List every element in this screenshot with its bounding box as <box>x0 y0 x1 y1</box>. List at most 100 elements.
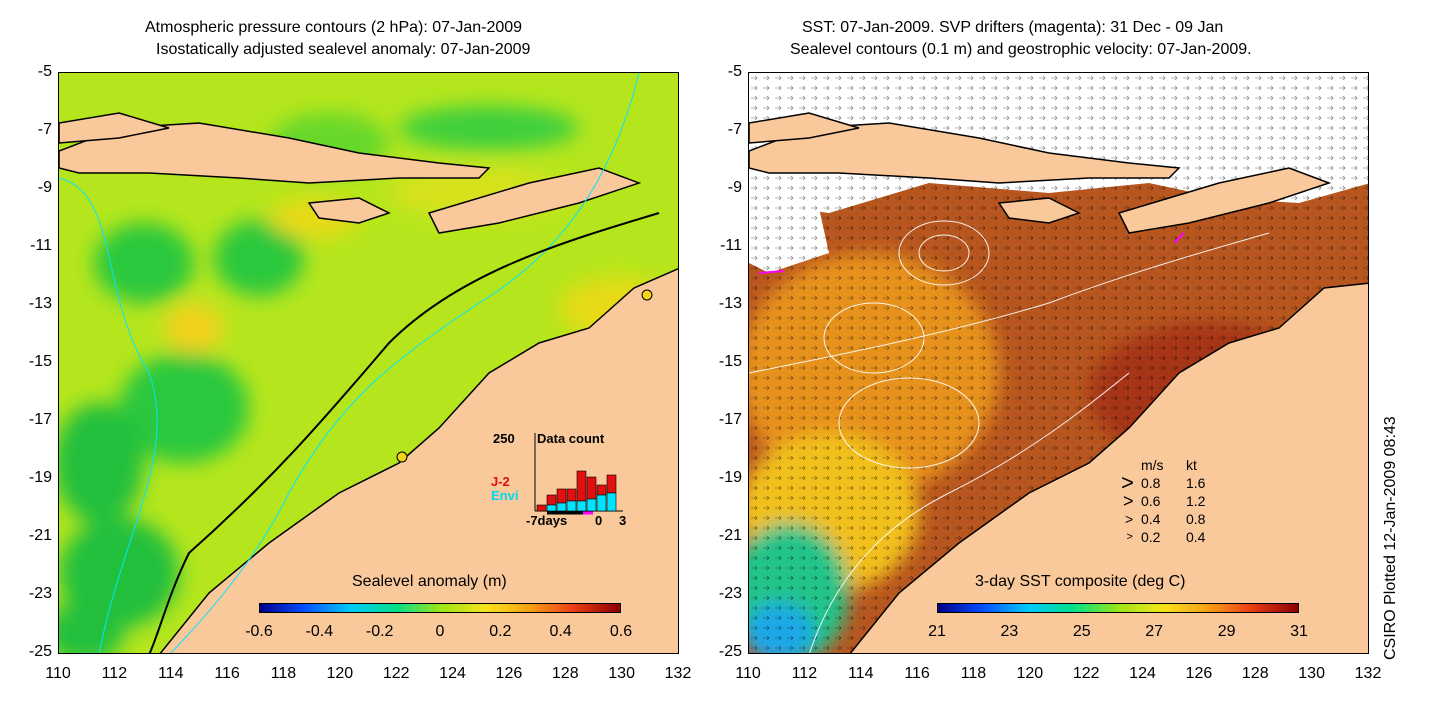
right-x-tick: 114 <box>847 665 874 682</box>
velocity-legend-arrow: > <box>1121 470 1134 495</box>
left-x-tick: 118 <box>270 665 297 682</box>
left-y-tick: -17 <box>28 411 52 428</box>
left-x-tick: 128 <box>551 665 579 682</box>
histogram-bar-j2 <box>586 476 597 500</box>
right-y-tick: -15 <box>718 353 742 370</box>
right-y-tick: -21 <box>718 527 742 544</box>
shelf-isobath <box>148 212 660 653</box>
histogram-bar-envi <box>556 502 567 512</box>
colorbar-tick-label: 25 <box>1072 623 1091 640</box>
velocity-legend-arrow: > <box>1126 531 1133 543</box>
velocity-legend-arrow: > <box>1125 511 1134 527</box>
right-y-tick: -11 <box>720 237 742 254</box>
velocity-legend-kt: 0.4 <box>1186 529 1206 545</box>
colorbar-tick-label: 0.4 <box>549 623 572 640</box>
right-y-tick: -23 <box>718 585 742 602</box>
right-y-tick: -9 <box>727 179 742 196</box>
right-x-tick: 120 <box>1016 665 1044 682</box>
station-marker <box>396 451 408 463</box>
sumba-island <box>997 197 1081 224</box>
histogram-count-label: 250 <box>493 431 515 446</box>
left-map-title-line1: Atmospheric pressure contours (2 hPa): 0… <box>145 19 523 36</box>
timor-island <box>427 167 642 234</box>
right-colorbar-title: 3-day SST composite (deg C) <box>975 573 1186 590</box>
sealevel-contour <box>823 302 925 374</box>
left-map-graphic <box>59 73 678 653</box>
right-map-title-line1: SST: 07-Jan-2009. SVP drifters (magenta)… <box>802 19 1224 36</box>
left-x-tick: 122 <box>382 665 410 682</box>
left-y-tick: -13 <box>28 295 52 312</box>
pressure-contour <box>59 177 158 653</box>
right-x-tick: 128 <box>1241 665 1269 682</box>
left-y-tick: -7 <box>37 121 52 138</box>
drifter-track <box>1173 232 1185 244</box>
right-x-tick: 122 <box>1072 665 1100 682</box>
colorbar-tick-label: -0.2 <box>365 623 394 640</box>
right-map-graphic <box>749 73 1368 653</box>
histogram-bar-j2 <box>546 494 557 506</box>
left-y-tick: -5 <box>37 63 52 80</box>
velocity-legend-ms: 0.4 <box>1141 511 1161 527</box>
colorbar-tick-label: 0.2 <box>489 623 512 640</box>
histogram-bar-envi <box>606 492 617 512</box>
left-y-tick: -9 <box>37 179 52 196</box>
histogram-bar-j2 <box>576 470 587 502</box>
right-x-tick: 124 <box>1129 665 1156 682</box>
histogram-bar-j2 <box>536 504 547 512</box>
timor-island <box>1117 167 1332 234</box>
sealevel-contour <box>838 377 980 469</box>
data-count-histogram <box>534 433 623 515</box>
sealevel-colorbar <box>259 603 621 613</box>
right-x-tick: 112 <box>791 665 818 682</box>
histogram-x-start: -7days <box>526 513 568 528</box>
sst-colorbar <box>937 603 1299 613</box>
velocity-legend-kt: 1.2 <box>1186 493 1206 509</box>
left-x-tick: 110 <box>45 665 71 682</box>
right-y-tick: -19 <box>718 469 742 486</box>
pressure-contour <box>170 73 640 653</box>
colorbar-tick-label: 27 <box>1145 623 1164 640</box>
left-map-title-line2: Isostatically adjusted sealevel anomaly:… <box>156 41 531 58</box>
histogram-x-end: 3 <box>619 513 627 528</box>
plot-credit: CSIRO Plotted 12-Jan-2009 08:43 <box>1382 416 1399 660</box>
histogram-bar-j2 <box>566 488 577 502</box>
left-x-tick: 114 <box>157 665 184 682</box>
histogram-bar-j2 <box>596 484 607 496</box>
histogram-bar-j2 <box>556 488 567 504</box>
right-x-tick: 126 <box>1185 665 1213 682</box>
right-x-tick: 116 <box>904 665 930 682</box>
velocity-legend-kt: 0.8 <box>1186 511 1206 527</box>
histogram-legend-envi: Envi <box>491 488 519 503</box>
velocity-legend-arrow: > <box>1123 491 1134 511</box>
velocity-legend-ms: 0.2 <box>1141 529 1161 545</box>
colorbar-tick-label: 29 <box>1217 623 1236 640</box>
left-x-tick: 126 <box>495 665 523 682</box>
right-y-tick: -25 <box>718 643 742 660</box>
right-y-tick: -7 <box>727 121 742 138</box>
left-x-tick: 116 <box>214 665 240 682</box>
right-map-title-line2: Sealevel contours (0.1 m) and geostrophi… <box>790 41 1252 58</box>
right-x-tick: 132 <box>1354 665 1382 682</box>
left-y-tick: -25 <box>28 643 52 660</box>
right-y-tick: -5 <box>727 63 742 80</box>
sealevel-contour <box>809 372 1130 653</box>
histogram-x-zero: 0 <box>595 513 603 528</box>
colorbar-tick-label: 0.6 <box>609 623 633 640</box>
left-y-tick: -23 <box>28 585 52 602</box>
velocity-legend-ms: 0.8 <box>1141 475 1161 491</box>
nusa-tenggara-islands <box>749 122 1181 184</box>
left-x-tick: 120 <box>326 665 354 682</box>
velocity-legend-header-kt: kt <box>1186 457 1197 473</box>
sumba-island <box>307 197 391 224</box>
left-colorbar-title: Sealevel anomaly (m) <box>352 573 507 590</box>
histogram-legend-j2: J-2 <box>491 474 510 489</box>
right-x-tick: 110 <box>735 665 761 682</box>
left-x-tick: 112 <box>101 665 128 682</box>
left-y-tick: -15 <box>28 353 52 370</box>
sealevel-contour <box>898 220 990 286</box>
histogram-bar-envi <box>576 500 587 512</box>
histogram-bar-envi <box>596 494 607 512</box>
left-x-tick: 130 <box>608 665 635 682</box>
histogram-bar-j2 <box>606 474 617 494</box>
colorbar-tick-label: 23 <box>1000 623 1019 640</box>
